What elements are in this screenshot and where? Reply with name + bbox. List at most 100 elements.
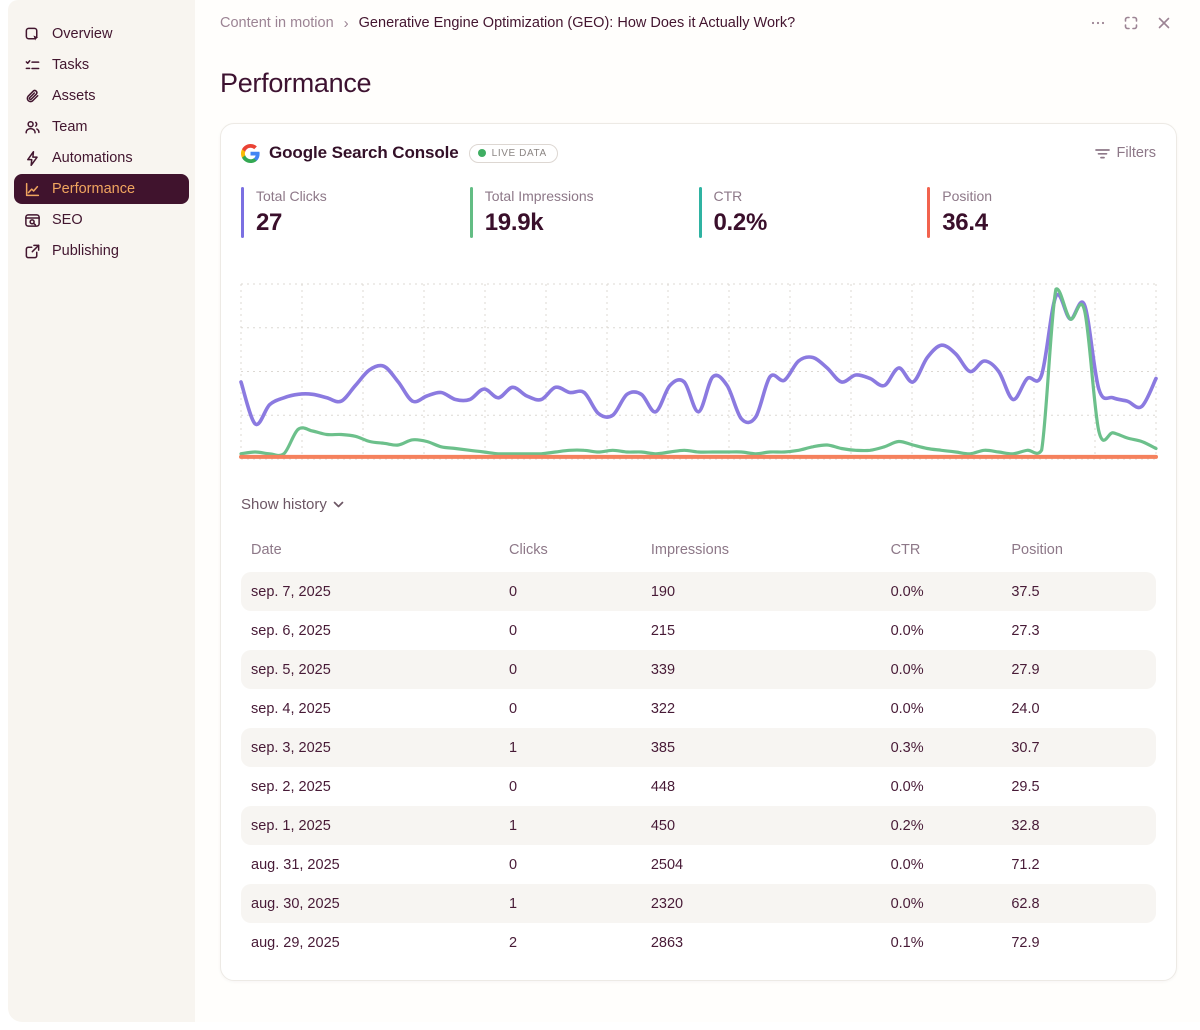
cell-impressions: 450 — [640, 806, 881, 845]
metrics-row: Total Clicks 27 Total Impressions 19.9k … — [241, 187, 1156, 238]
column-header-clicks: Clicks — [509, 542, 548, 558]
team-icon — [25, 120, 40, 133]
cell-ctr: 0.0% — [880, 650, 1002, 689]
metric-accent-bar — [241, 187, 244, 238]
sidebar-item-team[interactable]: Team — [14, 112, 189, 142]
cell-ctr: 0.1% — [890, 934, 924, 951]
cell-ctr: 0.0% — [890, 622, 924, 639]
sidebar: Overview Tasks Assets Team Automations P… — [8, 0, 195, 1022]
breadcrumb-parent[interactable]: Content in motion — [220, 15, 334, 31]
metric-value: 0.2% — [713, 209, 768, 236]
metric-label: Total Impressions — [484, 188, 594, 204]
cell-date: sep. 7, 2025 — [241, 572, 500, 611]
cell-ctr: 0.0% — [880, 884, 1002, 923]
page-title: Performance — [220, 68, 372, 98]
metric-total-impressions: Total Impressions 19.9k — [469, 187, 699, 238]
cell-impressions: 448 — [650, 778, 676, 795]
ellipsis-icon — [1091, 21, 1105, 25]
cell-impressions: 322 — [650, 700, 676, 717]
metric-value: 19.9k — [484, 209, 544, 236]
metric-value: 36.4 — [942, 209, 988, 236]
table-row: aug. 29, 2025 2 2863 0.1% 72.9 — [241, 923, 1156, 962]
performance-chart — [239, 283, 1158, 460]
cell-position: 32.8 — [1001, 806, 1156, 845]
close-icon — [1158, 17, 1170, 29]
cell-date: sep. 3, 2025 — [241, 728, 500, 767]
table-row: sep. 7, 2025 0 190 0.0% 37.5 — [241, 572, 1156, 611]
cell-date: sep. 5, 2025 — [241, 650, 500, 689]
metric-label: CTR — [713, 188, 743, 204]
topbar: Content in motion › Generative Engine Op… — [220, 0, 1200, 46]
metric-ctr: CTR 0.2% — [698, 187, 928, 238]
publish-icon — [25, 244, 40, 258]
table-row: sep. 2, 2025 0 448 0.0% 29.5 — [241, 767, 1156, 806]
breadcrumb: Content in motion › Generative Engine Op… — [220, 15, 795, 32]
cell-position: 72.9 — [1011, 934, 1040, 951]
metric-accent-bar — [698, 187, 702, 238]
expand-icon — [1124, 16, 1138, 30]
sidebar-item-publishing[interactable]: Publishing — [14, 236, 189, 266]
search-console-card: Google Search Console LIVE DATA Filters … — [220, 123, 1177, 981]
live-data-badge: LIVE DATA — [468, 143, 558, 163]
table-row: aug. 31, 2025 0 2504 0.0% 71.2 — [241, 845, 1156, 884]
card-header: Google Search Console LIVE DATA Filters — [241, 143, 1156, 163]
sidebar-item-label: Assets — [52, 88, 96, 104]
cell-clicks: 0 — [499, 650, 641, 689]
sidebar-item-overview[interactable]: Overview — [14, 19, 189, 49]
breadcrumb-current: Generative Engine Optimization (GEO): Ho… — [358, 15, 796, 31]
sidebar-item-automations[interactable]: Automations — [14, 143, 189, 173]
cell-position: 27.9 — [1001, 650, 1156, 689]
tasks-icon — [25, 59, 40, 69]
main-content: Content in motion › Generative Engine Op… — [195, 0, 1200, 1022]
table-row: aug. 30, 2025 1 2320 0.0% 62.8 — [241, 884, 1156, 923]
sidebar-item-tasks[interactable]: Tasks — [14, 50, 189, 80]
sidebar-item-label: SEO — [52, 212, 83, 228]
live-data-label: LIVE DATA — [491, 147, 547, 159]
metric-label: Position — [942, 188, 993, 204]
sidebar-item-performance[interactable]: Performance — [14, 174, 189, 204]
sidebar-item-assets[interactable]: Assets — [14, 81, 189, 111]
chevron-right-icon: › — [343, 14, 349, 32]
metric-total-clicks: Total Clicks 27 — [241, 187, 470, 238]
sidebar-item-label: Overview — [52, 26, 113, 42]
table-row: sep. 4, 2025 0 322 0.0% 24.0 — [241, 689, 1156, 728]
more-options-button[interactable] — [1090, 15, 1106, 31]
cell-date: aug. 30, 2025 — [241, 884, 500, 923]
cell-position: 37.5 — [1001, 572, 1156, 611]
cell-position: 30.7 — [1001, 728, 1156, 767]
cell-position: 29.5 — [1011, 778, 1040, 795]
metric-accent-bar — [469, 187, 473, 238]
sidebar-item-label: Team — [52, 119, 88, 135]
cell-clicks: 0 — [509, 700, 518, 717]
cell-impressions: 339 — [640, 650, 881, 689]
show-history-toggle[interactable]: Show history — [241, 496, 344, 513]
cell-clicks: 2 — [509, 934, 518, 951]
history-table: Date Clicks Impressions CTR Position sep… — [241, 534, 1156, 962]
sidebar-item-seo[interactable]: SEO — [14, 205, 189, 235]
cell-ctr: 0.0% — [890, 700, 924, 717]
cell-impressions: 190 — [640, 572, 881, 611]
expand-button[interactable] — [1123, 15, 1139, 31]
cell-date: sep. 4, 2025 — [251, 700, 331, 717]
cell-clicks: 0 — [509, 856, 518, 873]
filter-icon — [1094, 148, 1110, 158]
lightning-icon — [27, 150, 38, 166]
paperclip-icon — [26, 89, 39, 102]
sidebar-item-label: Tasks — [52, 57, 90, 73]
filters-button[interactable]: Filters — [1094, 145, 1156, 161]
overview-icon — [25, 27, 39, 40]
cell-ctr: 0.0% — [890, 856, 924, 873]
browser-search-icon — [25, 213, 40, 227]
cell-ctr: 0.3% — [880, 728, 1002, 767]
cell-impressions: 2320 — [640, 884, 881, 923]
cell-clicks: 1 — [499, 728, 641, 767]
show-history-label: Show history — [241, 496, 327, 513]
metric-label: Total Clicks — [256, 188, 327, 204]
google-logo-icon — [241, 143, 260, 163]
cell-impressions: 215 — [650, 622, 676, 639]
column-header-impressions: Impressions — [650, 542, 730, 558]
cell-clicks: 0 — [509, 778, 518, 795]
close-button[interactable] — [1156, 15, 1172, 31]
filters-label: Filters — [1116, 145, 1156, 161]
